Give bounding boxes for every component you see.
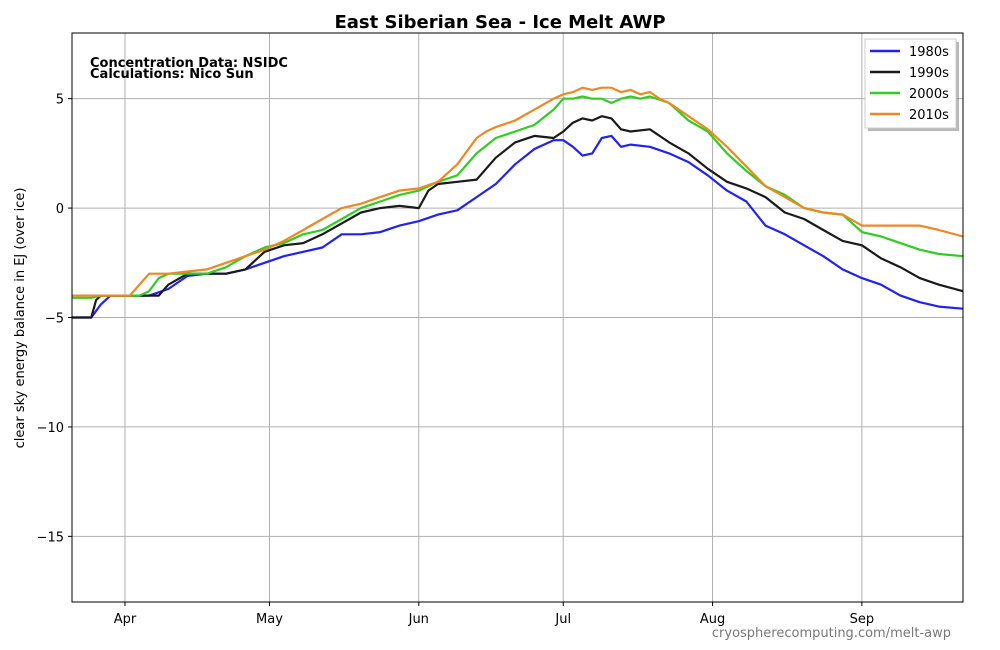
legend-label-1990s: 1990s [909,66,949,81]
x-tick-label: May [256,612,283,627]
annotation-concentration: Concentration Data: NSIDC [90,56,288,71]
y-tick-label: −10 [37,421,64,436]
y-axis-label: clear sky energy balance in EJ (over ice… [13,188,28,449]
legend-label-1980s: 1980s [909,45,949,60]
series-line-1980s [72,134,964,319]
x-tick-label: Apr [114,612,137,627]
x-tick-label: Jun [408,612,429,627]
annotation-calculations: Calculations: Nico Sun [90,67,254,82]
series-layer [72,86,964,319]
axes: Apr May Jun Jul Aug Sep 5 0 −5 −10 −15 [37,93,875,627]
legend-label-2010s: 2010s [909,108,949,123]
series-line-2010s [72,86,964,297]
x-tick-label: Jul [554,612,571,627]
y-tick-label: −5 [45,312,64,327]
y-tick-label: 0 [56,202,64,217]
legend-label-2000s: 2000s [909,87,949,102]
y-tick-label: 5 [56,93,64,108]
x-tick-label: Aug [700,612,725,627]
legend: 1980s 1990s 2000s 2010s [864,38,959,131]
grid [72,33,963,602]
series-line-2000s [72,95,964,299]
series-line-1990s [72,115,964,319]
watermark: cryospherecomputing.com/melt-awp [712,626,951,641]
y-tick-label: −15 [37,530,64,545]
chart-title: East Siberian Sea - Ice Melt AWP [334,12,665,33]
x-tick-label: Sep [850,612,875,627]
